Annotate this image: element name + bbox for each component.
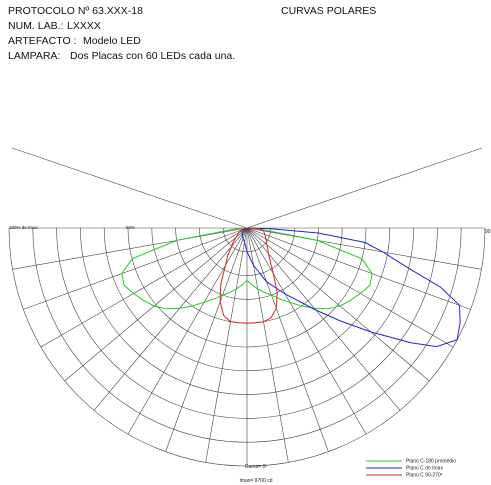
grid-spoke-40: [246, 227, 401, 411]
ring-label-100: 100% de Imax: [9, 225, 39, 230]
curves: [121, 227, 461, 348]
grid-upper-left-line: [11, 147, 248, 229]
lampara-label: LAMPARA:: [8, 50, 61, 62]
gamma-label: Gama= 0º: [245, 464, 268, 470]
grid-upper-right-line: [246, 147, 483, 229]
series-line-3: [219, 227, 278, 324]
grid-spoke-50: [246, 227, 430, 382]
grid-spoke--20: [165, 227, 248, 452]
grid-spoke-60: [246, 227, 454, 348]
grid-spoke--50: [64, 227, 248, 382]
grid-spoke--60: [40, 227, 248, 348]
series-line-2: [241, 227, 461, 348]
legend-label-3: Plano C 90-270º: [406, 473, 443, 479]
grid-spoke--40: [93, 227, 248, 411]
grid-spoke-20: [246, 227, 329, 452]
grid-spoke-10: [246, 227, 289, 463]
artefacto-value: Modelo LED: [83, 35, 141, 47]
artefacto-label: ARTEFACTO :: [8, 35, 77, 47]
legend-label-1: Plano C-180 promedio: [406, 459, 456, 465]
protocol-number: PROTOCOLO Nº 63.XXX-18: [8, 5, 143, 17]
angle-label-90: 90: [485, 229, 491, 235]
lampara-value: Dos Placas con 60 LEDs cada una.: [70, 50, 236, 62]
grid-spoke-30: [246, 227, 367, 435]
grid-spoke-70: [246, 227, 471, 310]
grid-spoke--70: [23, 227, 248, 310]
num-lab-value: LXXXX: [67, 20, 101, 32]
imax-label: Imax= 9700 cd: [240, 478, 273, 484]
polar-grid: [8, 147, 486, 467]
grid-spoke--10: [205, 227, 248, 463]
grid-spoke-80: [246, 227, 482, 270]
num-lab-label: NUM. LAB.:: [8, 20, 64, 32]
grid-spoke--80: [12, 227, 248, 270]
series-line-1: [121, 227, 373, 310]
chart-title: CURVAS POLARES: [281, 5, 377, 17]
ring-label-50: 50%: [126, 225, 135, 230]
grid-spoke--30: [127, 227, 248, 435]
legend-label-2: Plano C de Imax: [406, 466, 443, 472]
